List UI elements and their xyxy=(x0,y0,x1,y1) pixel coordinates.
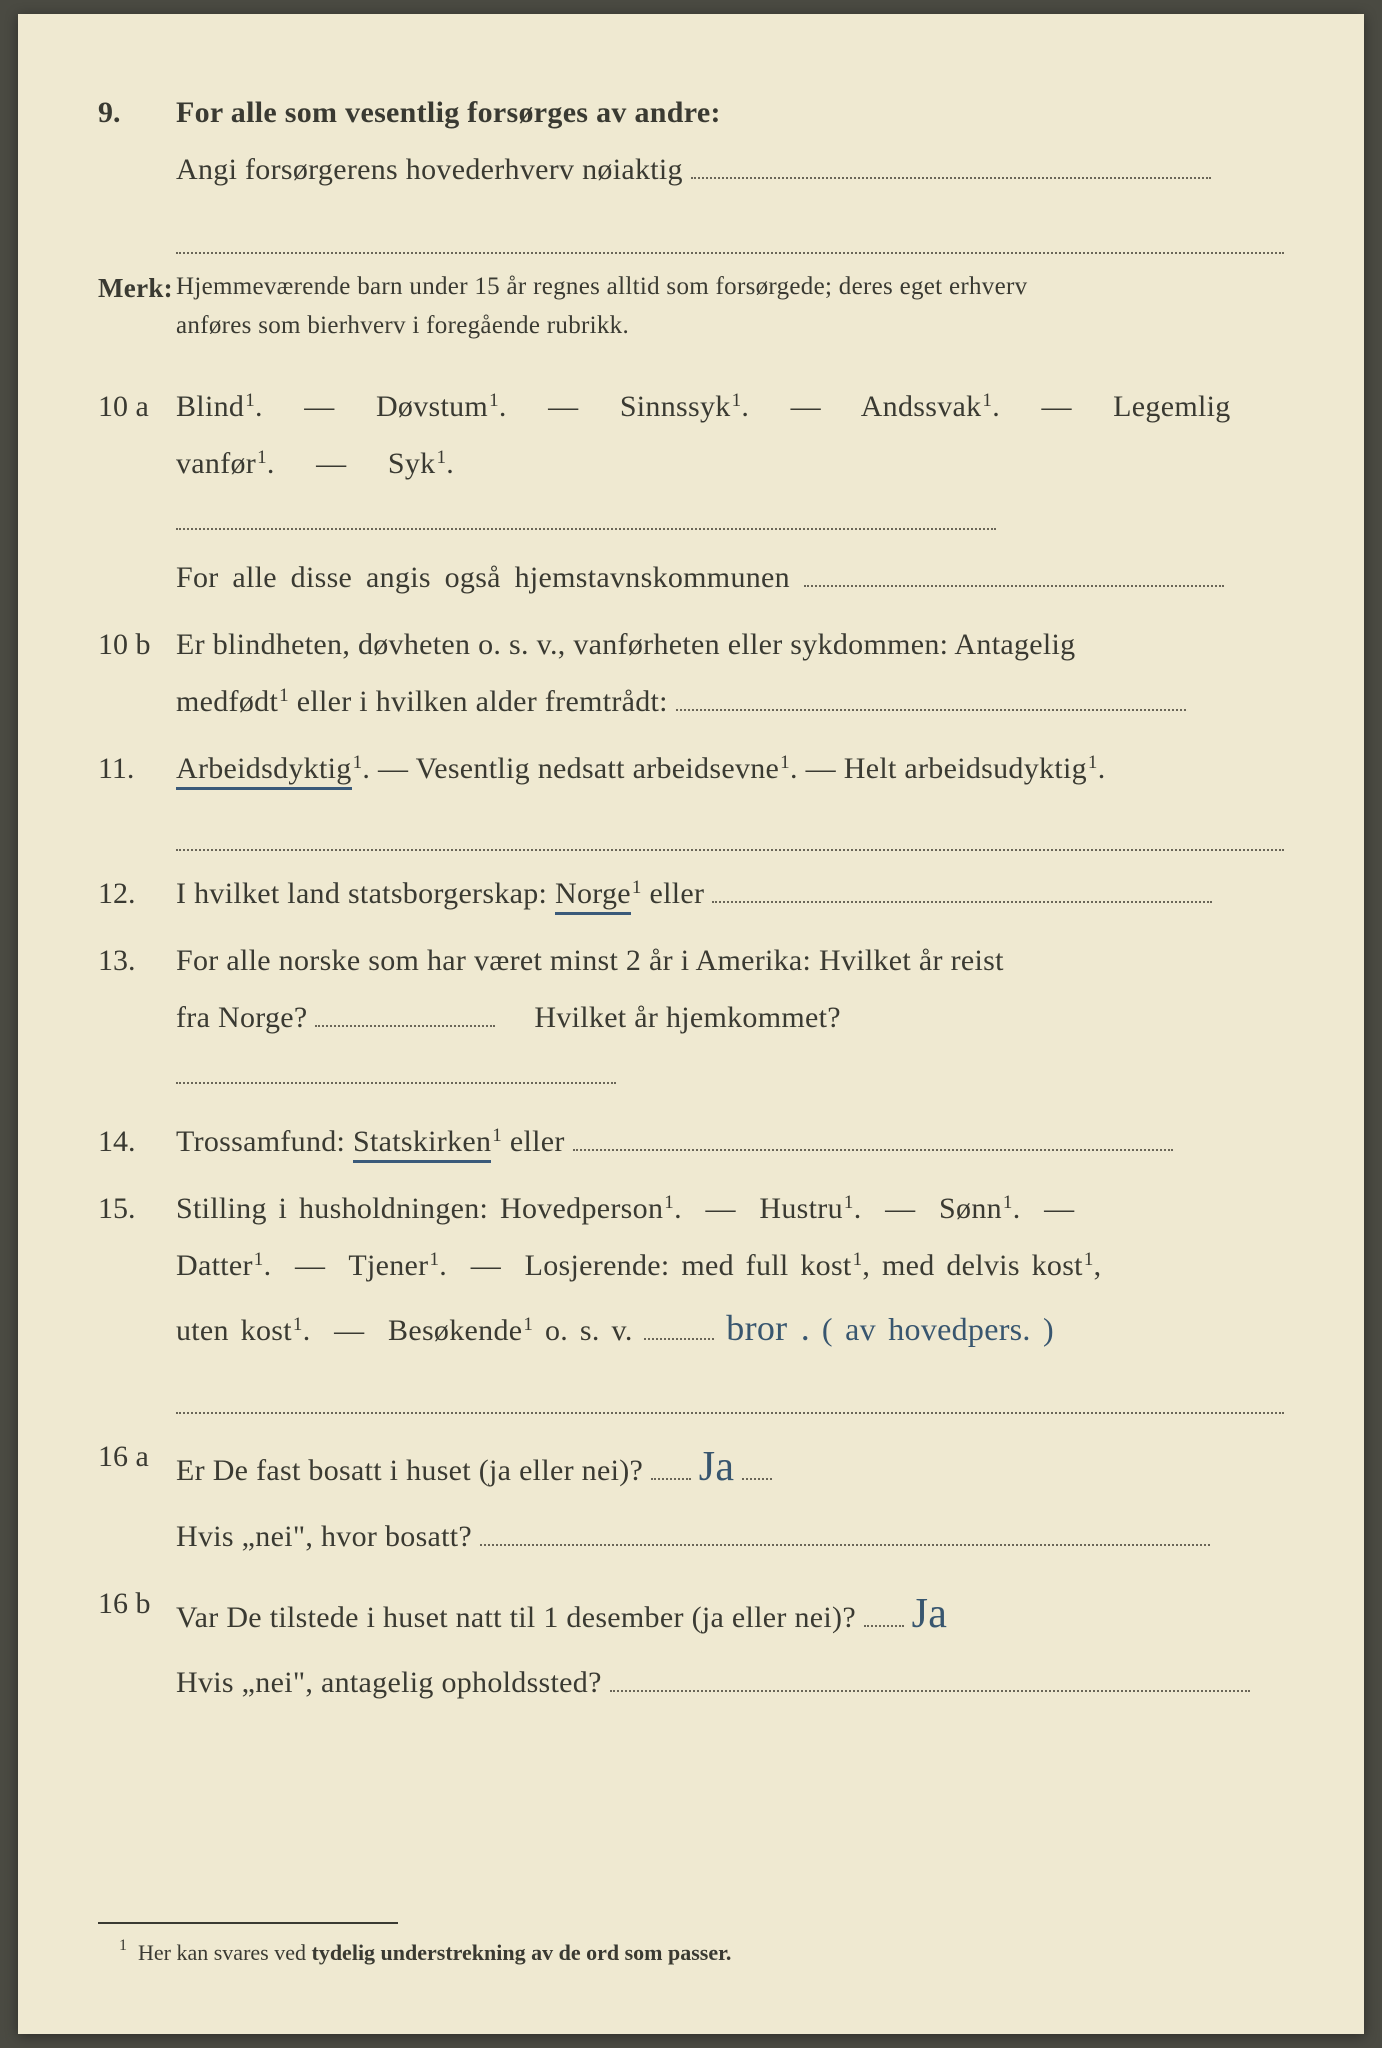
q14: 14. Trossamfund: Statskirken1 eller xyxy=(98,1113,1284,1170)
blank-line xyxy=(176,1050,616,1084)
census-form-page: 9. For alle som vesentlig forsørges av a… xyxy=(18,14,1364,2034)
q10a-dovstum: Døvstum xyxy=(376,390,488,423)
q15-losjerende: Losjerende: med full kost xyxy=(525,1249,852,1282)
q12-post: eller xyxy=(650,877,705,910)
q14-number: 14. xyxy=(98,1113,166,1170)
footnote-mark: 1 xyxy=(118,1937,127,1954)
q10a-legemlig: Legemlig xyxy=(1113,390,1230,423)
q12-number: 12. xyxy=(98,865,166,922)
q12: 12. I hvilket land statsborgerskap: Norg… xyxy=(98,865,1284,922)
blank-line xyxy=(573,1117,1173,1151)
q15-datter: Datter xyxy=(176,1249,253,1282)
blank-line xyxy=(176,825,1284,851)
q10a-syk: Syk xyxy=(388,447,436,480)
q14-statskirken: Statskirken xyxy=(353,1125,491,1163)
q10a-andssvak: Andssvak xyxy=(861,390,982,423)
q15: 15. Stilling i husholdningen: Hovedperso… xyxy=(98,1180,1284,1414)
q11-nedsatt: Vesentlig nedsatt arbeidsevne xyxy=(416,752,780,785)
q15-number: 15. xyxy=(98,1180,166,1237)
q9: 9. For alle som vesentlig forsørges av a… xyxy=(98,84,1284,254)
q15-handwritten-paren: ( av hovedpers. ) xyxy=(822,1311,1054,1347)
q13-number: 13. xyxy=(98,932,166,989)
merk-label: Merk: xyxy=(98,268,166,310)
q10b-medfodt: medfødt xyxy=(176,685,278,718)
q10b-number: 10 b xyxy=(98,616,166,673)
q10a-blind: Blind xyxy=(176,390,244,423)
blank-line xyxy=(864,1593,904,1627)
q15-delviskost: med delvis kost xyxy=(882,1249,1083,1282)
q11: 11. Arbeidsdyktig1. — Vesentlig nedsatt … xyxy=(98,740,1284,851)
blank-line xyxy=(644,1306,714,1340)
merk-note: Merk: Hjemmeværende barn under 15 år reg… xyxy=(98,268,1284,346)
blank-line xyxy=(315,993,495,1027)
q15-osv: o. s. v. xyxy=(545,1314,633,1347)
blank-line xyxy=(176,496,996,530)
q16a-line2: Hvis „nei", hvor bosatt? xyxy=(176,1520,472,1553)
q15-utenkost: uten kost xyxy=(176,1314,292,1347)
footnote: 1 Her kan svares ved tydelig understrekn… xyxy=(118,1940,731,1966)
q15-tjener: Tjener xyxy=(348,1249,428,1282)
merk-text2: anføres som bierhverv i foregående rubri… xyxy=(176,312,629,339)
q9-title: For alle som vesentlig forsørges av andr… xyxy=(176,96,721,129)
q11-arbeidsdyktig: Arbeidsdyktig xyxy=(176,752,352,790)
q16b-handwritten-ja: Ja xyxy=(912,1575,948,1655)
q13: 13. For alle norske som har været minst … xyxy=(98,932,1284,1103)
blank-line xyxy=(676,677,1186,711)
q10a-vanfor: vanfør xyxy=(176,447,256,480)
q10a-sinnssyk: Sinnssyk xyxy=(620,390,731,423)
blank-line xyxy=(176,228,1284,254)
q9-line: Angi forsørgerens hovederhverv nøiaktig xyxy=(176,153,683,186)
q14-post: eller xyxy=(510,1125,565,1158)
q16a-handwritten-ja: Ja xyxy=(699,1428,735,1508)
q13-hjemkommet: Hvilket år hjemkommet? xyxy=(534,1001,841,1034)
q16b: 16 b Var De tilstede i huset natt til 1 … xyxy=(98,1575,1284,1712)
blank-line xyxy=(480,1512,1210,1546)
blank-line xyxy=(712,869,1212,903)
blank-line xyxy=(176,1388,1284,1414)
q10b-line2b: eller i hvilken alder fremtrådt: xyxy=(297,685,676,718)
q16b-number: 16 b xyxy=(98,1575,166,1632)
q10a-hjemstavn: For alle disse angis også hjemstavnskomm… xyxy=(176,561,790,594)
footnote-rule xyxy=(98,1922,398,1924)
q13-line1: For alle norske som har været minst 2 år… xyxy=(176,944,1004,977)
blank-line xyxy=(610,1659,1250,1693)
q10a: 10 a Blind1. — Døvstum1. — Sinnssyk1. — … xyxy=(98,378,1284,606)
q14-pre: Trossamfund: xyxy=(176,1125,353,1158)
q11-udyktig: Helt arbeidsudyktig xyxy=(844,752,1087,785)
q10a-number: 10 a xyxy=(98,378,166,435)
footnote-text: Her kan svares ved tydelig understreknin… xyxy=(138,1940,731,1965)
q16a-q: Er De fast bosatt i huset (ja eller nei)… xyxy=(176,1454,643,1487)
q12-norge: Norge xyxy=(555,877,631,915)
q11-number: 11. xyxy=(98,740,166,797)
blank-line xyxy=(691,146,1211,180)
q15-sonn: Sønn xyxy=(939,1192,1002,1225)
q9-number: 9. xyxy=(98,84,166,141)
q12-pre: I hvilket land statsborgerskap: xyxy=(176,877,555,910)
q15-l1a: Stilling i husholdningen: Hovedperson xyxy=(176,1192,663,1225)
q13-franorge: fra Norge? xyxy=(176,1001,308,1034)
q16b-q: Var De tilstede i huset natt til 1 desem… xyxy=(176,1601,856,1634)
q15-handwritten-bror: bror . xyxy=(726,1294,810,1362)
blank-line xyxy=(651,1446,691,1480)
q15-besokende: Besøkende xyxy=(388,1314,522,1347)
q16a-number: 16 a xyxy=(98,1428,166,1485)
q16b-line2: Hvis „nei", antagelig opholdssted? xyxy=(176,1666,602,1699)
q10b: 10 b Er blindheten, døvheten o. s. v., v… xyxy=(98,616,1284,730)
blank-line xyxy=(742,1446,772,1480)
merk-text1: Hjemmeværende barn under 15 år regnes al… xyxy=(176,273,1027,300)
q10b-line1: Er blindheten, døvheten o. s. v., vanfør… xyxy=(176,628,1075,661)
q16a: 16 a Er De fast bosatt i huset (ja eller… xyxy=(98,1428,1284,1565)
blank-line xyxy=(804,553,1224,587)
q15-hustru: Hustru xyxy=(759,1192,842,1225)
